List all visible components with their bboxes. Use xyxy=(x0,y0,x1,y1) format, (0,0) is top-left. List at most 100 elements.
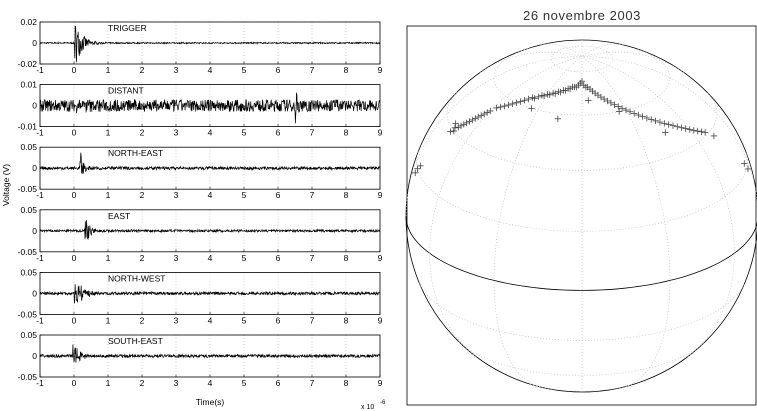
scatter-point xyxy=(744,165,752,173)
scatter-point xyxy=(648,116,655,123)
scatter-point xyxy=(493,104,500,112)
x-tick-label: 6 xyxy=(276,128,281,138)
x-tick-label: -1 xyxy=(36,315,44,325)
panel-name-label: NORTH-EAST xyxy=(108,148,163,158)
panel-distant: -1 0 1 2 3 4 5 6 7 8 9 0.01 0 -0.01 DISTANT xyxy=(18,80,383,138)
x-tick-label: 5 xyxy=(242,315,247,325)
x-tick-label: 4 xyxy=(208,65,213,75)
meridian-line xyxy=(493,56,583,387)
y-tick-label: 0.05 xyxy=(20,142,37,152)
scatter-point xyxy=(626,108,634,115)
scatter-point xyxy=(417,162,424,170)
globe-graticule xyxy=(405,39,757,393)
scatter-point xyxy=(481,110,488,118)
scatter-point xyxy=(455,124,462,131)
equator-line xyxy=(405,215,757,291)
scatter-point xyxy=(669,122,677,129)
x-tick-label: 5 xyxy=(242,128,247,138)
x-tick-label: 5 xyxy=(242,378,247,388)
scatter-point xyxy=(622,106,630,114)
panel-name-label: NORTH-WEST xyxy=(108,273,165,283)
scatter-point xyxy=(607,99,615,107)
x-tick-label: 5 xyxy=(242,65,247,75)
x-tick-label: 5 xyxy=(242,190,247,200)
x-tick-label: 3 xyxy=(174,190,179,200)
scatter-point xyxy=(682,125,689,132)
series-south-east xyxy=(39,344,381,363)
scatter-point xyxy=(615,108,623,115)
x-tick-label: 7 xyxy=(310,128,315,138)
x-tick-label: 2 xyxy=(140,65,145,75)
series-east xyxy=(39,220,381,241)
x-tick-label: 2 xyxy=(140,128,145,138)
x-tick-label: 1 xyxy=(106,190,111,200)
x-tick-label: 9 xyxy=(378,253,383,263)
scatter-point xyxy=(528,105,535,112)
panel-north-east: -1 0 1 2 3 4 5 6 7 8 9 0.05 0 -0.05 NORTH-EAST xyxy=(18,142,383,200)
x-tick-label: 0 xyxy=(72,378,77,388)
scatter-point xyxy=(463,119,470,127)
scatter-point xyxy=(662,129,669,136)
x-tick-label: 7 xyxy=(310,378,315,388)
x-tick-label: 8 xyxy=(344,378,349,388)
scatter-point xyxy=(635,111,642,119)
voltage-axis-label-group: Voltage (V) xyxy=(1,164,11,206)
scatter-point xyxy=(665,121,672,128)
voltage-axis-label: Voltage (V) xyxy=(1,164,11,206)
x-tick-label: 6 xyxy=(276,315,281,325)
x-tick-label: 9 xyxy=(378,65,383,75)
scatter-point xyxy=(475,113,482,121)
y-tick-label: 0.05 xyxy=(20,330,37,340)
y-tick-label: -0.02 xyxy=(18,59,38,69)
scatter-point xyxy=(447,128,454,135)
meridian-line xyxy=(405,56,583,217)
x-tick-label: 8 xyxy=(344,65,349,75)
scatter-point xyxy=(698,128,705,135)
x-tick-label: 4 xyxy=(208,315,213,325)
scatter-point xyxy=(450,127,457,135)
globe-outline xyxy=(405,39,757,393)
y-tick-label: 0 xyxy=(32,163,37,173)
x-tick-label: 7 xyxy=(310,190,315,200)
scatter-point xyxy=(477,112,485,119)
y-tick-label: -0.05 xyxy=(18,372,38,382)
y-tick-label: 0.05 xyxy=(20,205,37,215)
scatter-point xyxy=(585,97,592,104)
x-tick-label: 2 xyxy=(140,253,145,263)
scatter-point xyxy=(484,109,491,116)
x-tick-label: -1 xyxy=(36,65,44,75)
x-tick-label: 0 xyxy=(72,190,77,200)
scatter-point xyxy=(412,169,419,177)
panel-trigger: -1 0 1 2 3 4 5 6 7 8 9 0.02 0 -0.02 TRIGGER xyxy=(18,17,383,75)
scatter-point xyxy=(509,100,516,108)
x-tick-label: 7 xyxy=(310,65,315,75)
parallel-line xyxy=(446,91,718,171)
x-tick-label: 1 xyxy=(106,128,111,138)
y-tick-label: 0 xyxy=(32,38,37,48)
scatter-point xyxy=(554,115,562,123)
scatter-point xyxy=(414,165,421,172)
scatter-point xyxy=(517,98,524,105)
series-trigger xyxy=(39,25,381,63)
x-tick-label: 9 xyxy=(378,128,383,138)
scatter-point xyxy=(460,121,468,128)
globe-frame xyxy=(406,25,757,406)
x-tick-label: 4 xyxy=(208,253,213,263)
scatter-point xyxy=(618,105,626,112)
time-axis-multiplier-base: x 10 xyxy=(361,404,374,411)
scatter-point xyxy=(451,124,459,131)
scatter-point xyxy=(452,120,459,127)
scatter-point xyxy=(661,120,668,127)
x-tick-label: 6 xyxy=(276,65,281,75)
x-tick-label: 0 xyxy=(72,315,77,325)
scatter-point xyxy=(546,91,553,99)
x-tick-label: 6 xyxy=(276,253,281,263)
parallel-line xyxy=(493,48,671,116)
parallel-line xyxy=(551,45,613,73)
scatter-point xyxy=(678,124,685,131)
parallel-line xyxy=(458,341,706,376)
panel-east: -1 0 1 2 3 4 5 6 7 8 9 0.05 0 -0.05 EAST xyxy=(18,205,383,263)
meridian-line xyxy=(581,51,685,73)
x-tick-label: 3 xyxy=(174,65,179,75)
x-tick-label: 2 xyxy=(140,190,145,200)
